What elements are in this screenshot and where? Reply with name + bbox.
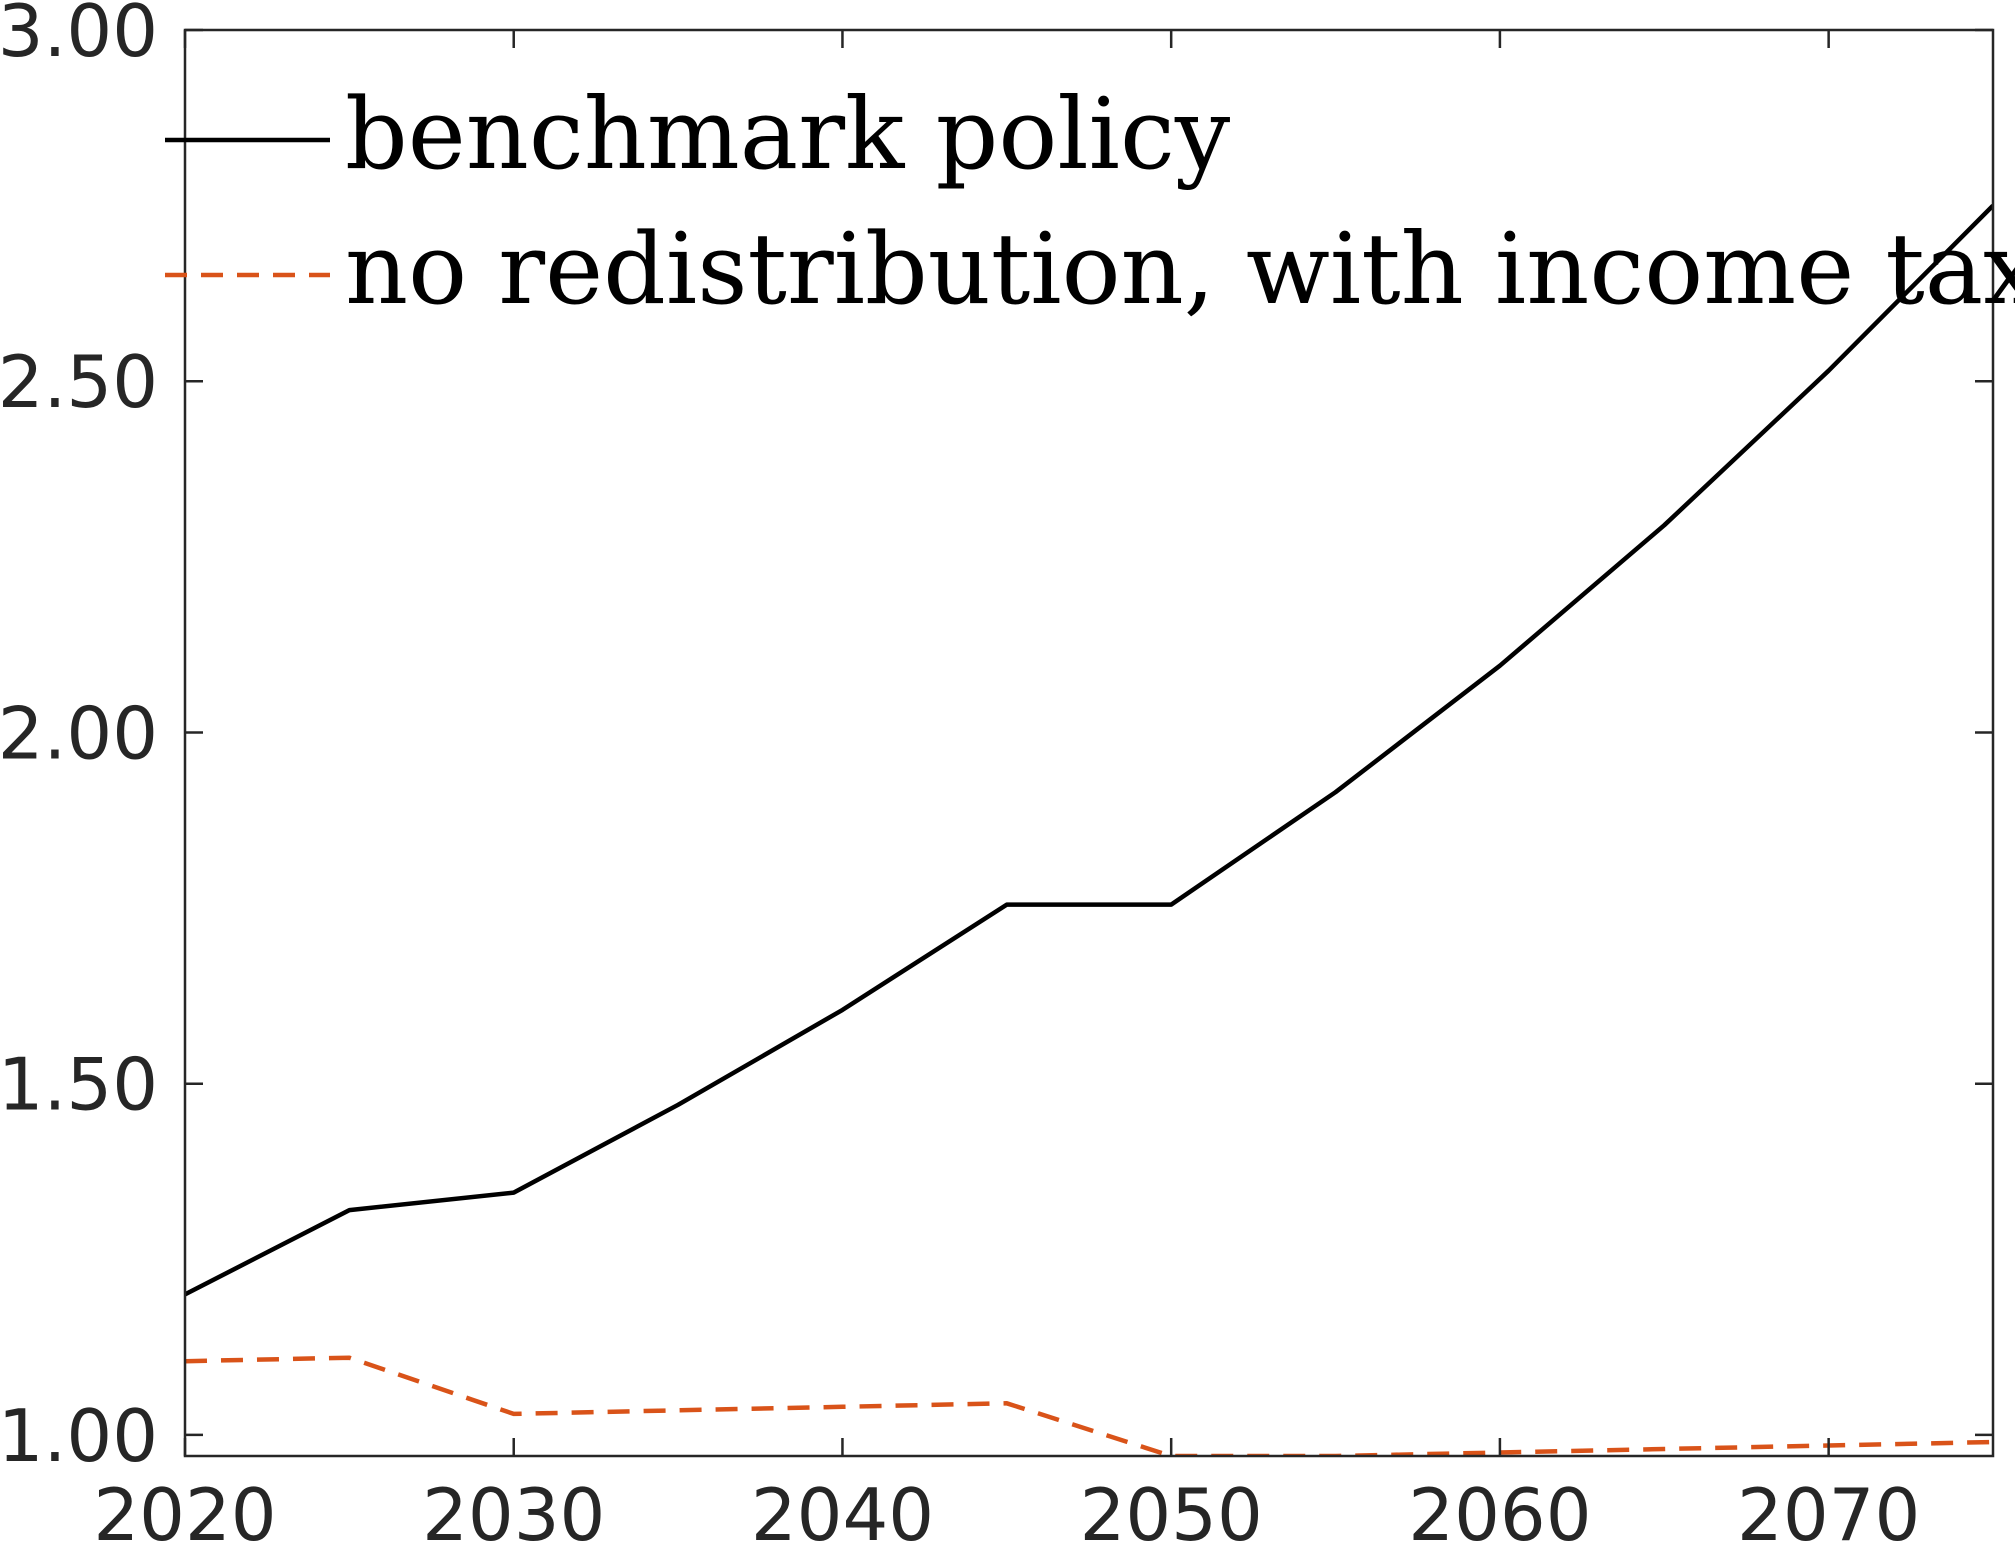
y-tick-label: 2.00 [0, 691, 158, 775]
x-tick-label: 2060 [1408, 1473, 1591, 1554]
x-tick-label: 2030 [422, 1473, 605, 1554]
y-tick-label: 1.00 [0, 1394, 158, 1478]
legend: benchmark policy no redistribution, with … [165, 78, 2015, 327]
y-tick-label: 2.50 [0, 340, 158, 424]
axes-box [183, 28, 1995, 1458]
y-tick-label: 3.00 [0, 0, 158, 73]
x-tick-label: 2050 [1080, 1473, 1263, 1554]
series-line-1 [185, 204, 1993, 1297]
plot-area [185, 204, 1993, 1456]
legend-label-2: no redistribution, with income tax [345, 213, 2015, 327]
series-line-2 [185, 1355, 1993, 1456]
x-tick-label: 2020 [93, 1473, 276, 1554]
y-tick-label: 1.50 [0, 1043, 158, 1127]
x-tick-label: 2070 [1737, 1473, 1920, 1554]
legend-label-1: benchmark policy [345, 78, 1231, 192]
x-tick-label: 2040 [751, 1473, 934, 1554]
